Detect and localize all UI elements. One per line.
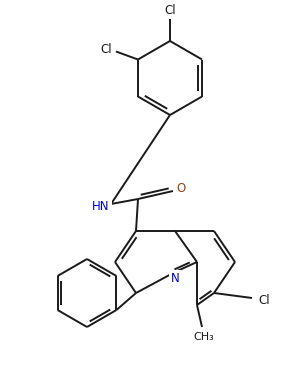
Text: Cl: Cl — [258, 293, 270, 306]
Text: O: O — [176, 183, 186, 196]
Text: Cl: Cl — [100, 43, 112, 56]
Text: Cl: Cl — [164, 4, 176, 17]
Text: N: N — [171, 272, 179, 285]
Text: HN: HN — [92, 200, 110, 213]
Text: CH₃: CH₃ — [194, 332, 214, 342]
